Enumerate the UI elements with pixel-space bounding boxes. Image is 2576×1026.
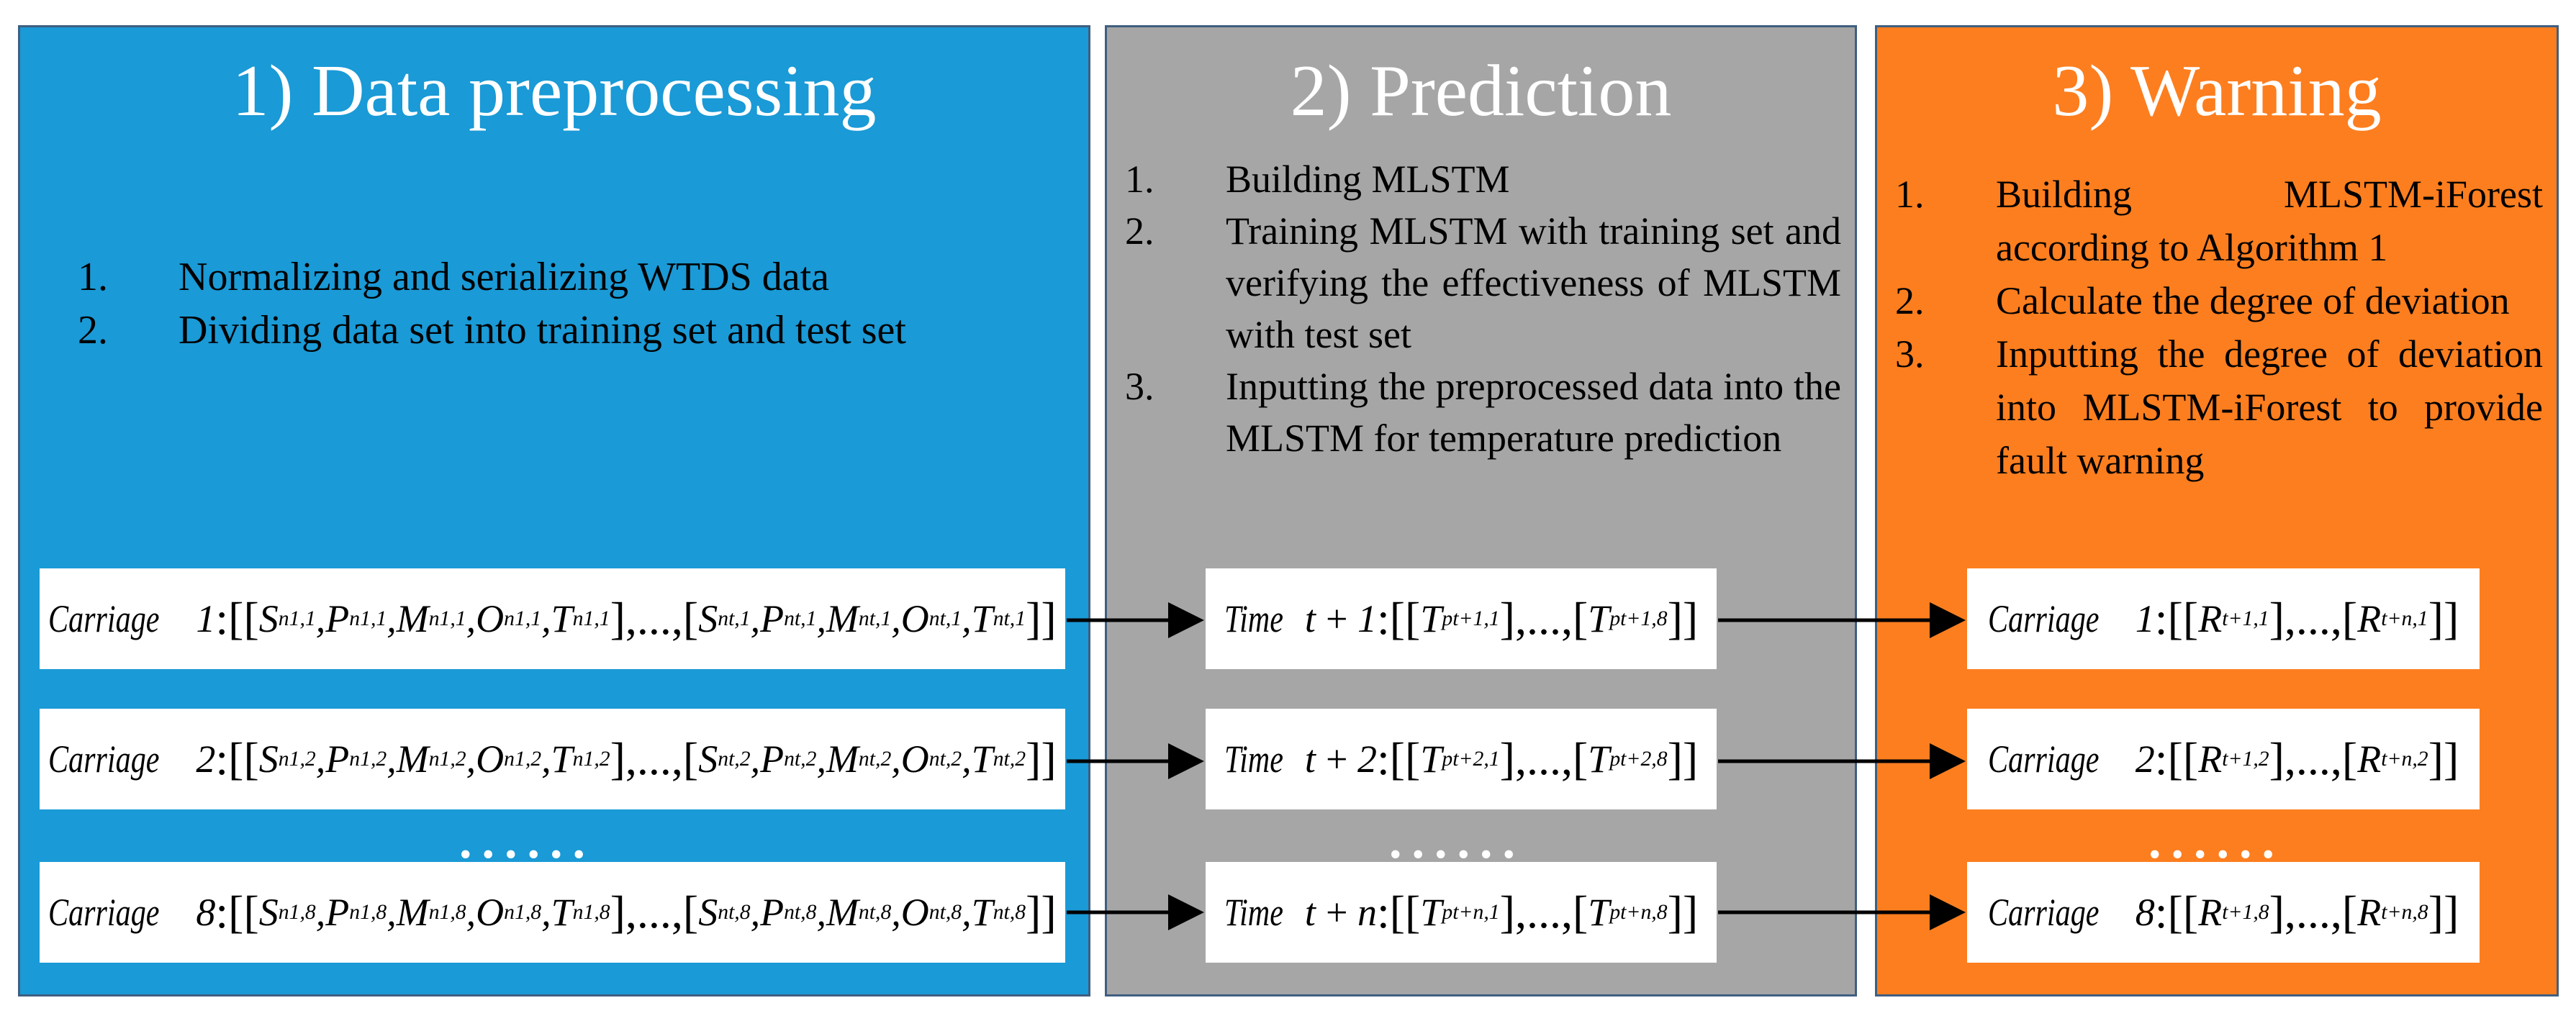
preprocessing-steps: 1. Normalizing and serializing WTDS data …: [78, 250, 1042, 357]
warning-title: 3) Warning: [2052, 50, 2382, 132]
data-preprocessing-title: 1) Data preprocessing: [232, 50, 877, 132]
prediction-step-1: 1. Building MLSTM: [1125, 158, 1510, 201]
input-ellipsis: ......: [459, 814, 595, 869]
prediction-steps: 1. Building MLSTM 2. Training MLSTM with t…: [1125, 153, 1841, 464]
data-preprocessing-panel: 1) Data preprocessing 1. Normalizing and …: [18, 25, 1090, 997]
prediction-panel: 2) Prediction 1. Building MLSTM 2. Trainin…: [1105, 25, 1857, 997]
output-ellipsis: ......: [2148, 814, 2284, 869]
warning-steps: 1. Building MLSTM-iForest according to Al…: [1895, 168, 2543, 487]
warning-step-3: 3. Inputting the degree of deviation into…: [1895, 332, 2543, 482]
prediction-title: 2) Prediction: [1290, 50, 1672, 132]
prediction-step-2: 2. Training MLSTM with training set and v…: [1125, 209, 1841, 356]
warning-step-1: 1. Building MLSTM-iForest according to Al…: [1895, 173, 2543, 269]
preprocessing-step-1: 1. Normalizing and serializing WTDS data: [78, 255, 830, 299]
warning-step-2: 2. Calculate the degree of deviation: [1895, 279, 2510, 322]
prediction-step-3: 3. Inputting the preprocessed data into t…: [1125, 365, 1841, 460]
warning-panel: 3) Warning 1. Building MLSTM-iForest acco…: [1875, 25, 2559, 997]
prediction-ellipsis: ......: [1389, 814, 1525, 869]
preprocessing-step-2: 2. Dividing data set into training set an…: [78, 308, 906, 353]
